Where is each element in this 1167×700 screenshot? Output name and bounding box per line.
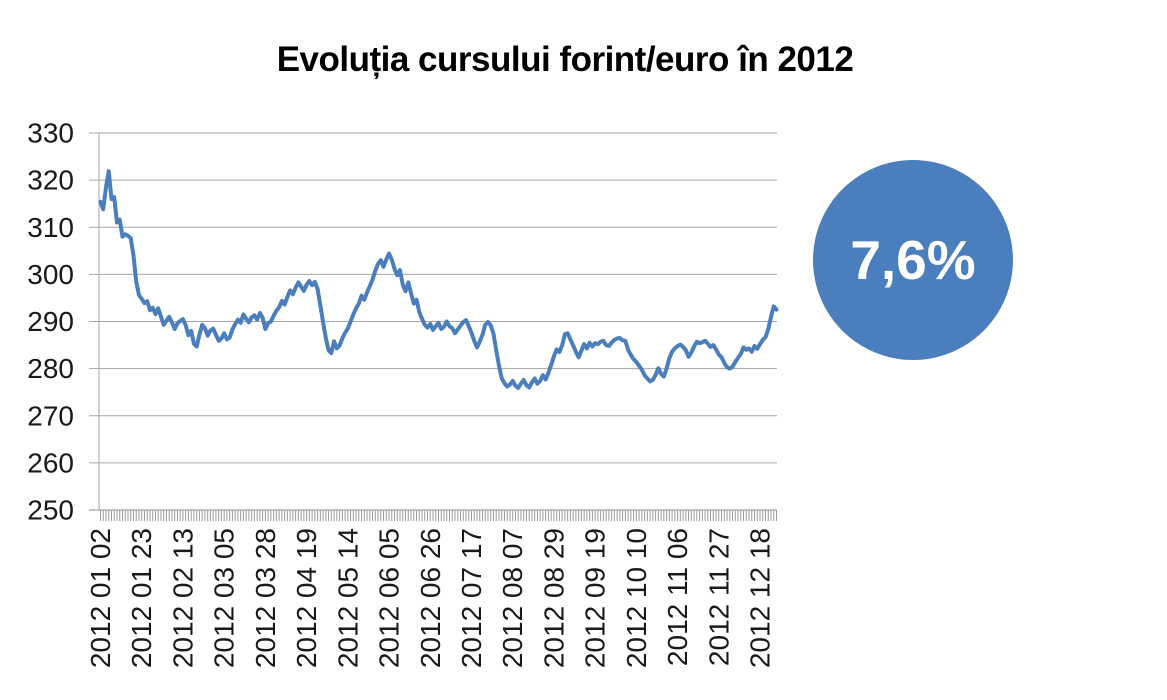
y-tick-label: 280 (27, 353, 74, 384)
x-tick-label: 2012 08 29 (538, 528, 569, 668)
x-tick-label: 2012 04 19 (291, 528, 322, 668)
x-tick-label: 2012 08 07 (497, 528, 528, 668)
x-tick-label: 2012 01 02 (85, 528, 116, 668)
x-tick-label: 2012 03 28 (250, 528, 281, 668)
y-tick-label: 300 (27, 259, 74, 290)
y-tick-label: 250 (27, 495, 74, 526)
percentage-badge: 7,6% (813, 160, 1013, 360)
y-tick-label: 290 (27, 306, 74, 337)
x-tick-label: 2012 11 06 (662, 528, 693, 666)
y-tick-label: 260 (27, 447, 74, 478)
x-tick-label: 2012 05 14 (332, 528, 363, 668)
x-tick-label: 2012 03 05 (209, 528, 240, 668)
y-tick-label: 270 (27, 400, 74, 431)
series-line-huf-eur (98, 169, 779, 390)
x-tick-label: 2012 07 17 (456, 528, 487, 668)
y-tick-label: 320 (27, 165, 74, 196)
chart-title: Evoluția cursului forint/euro în 2012 (276, 40, 854, 79)
x-tick-label: 2012 06 05 (374, 528, 405, 668)
x-tick-label: 2012 02 13 (167, 528, 198, 668)
y-tick-label: 310 (27, 212, 74, 243)
x-tick-label: 2012 06 26 (415, 528, 446, 668)
x-tick-label: 2012 11 27 (703, 528, 734, 666)
x-tick-label: 2012 12 18 (745, 528, 776, 668)
x-tick-label: 2012 09 19 (580, 528, 611, 668)
x-tick-label: 2012 10 10 (621, 528, 652, 668)
x-tick-label: 2012 01 23 (126, 528, 157, 668)
percentage-badge-label: 7,6% (850, 229, 976, 291)
y-tick-label: 330 (27, 118, 74, 149)
